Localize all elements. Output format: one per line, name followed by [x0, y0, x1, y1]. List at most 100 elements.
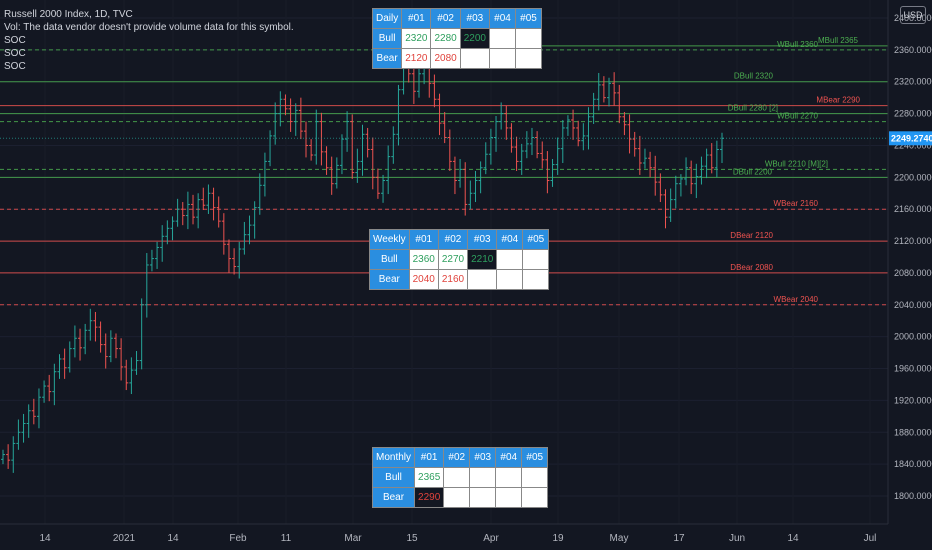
level-label: MBull 2365 — [818, 36, 859, 45]
col-header: #02 — [430, 8, 461, 29]
price-bar — [196, 193, 201, 229]
price-bar — [658, 173, 663, 203]
price-bar — [201, 187, 206, 210]
price-bar — [52, 363, 57, 406]
daily-levels-table: Daily #01 #02 #03 #04 #05 Bull 2320 2280… — [371, 8, 542, 69]
price-bar — [673, 175, 678, 209]
price-bar — [160, 225, 165, 262]
price-bar — [468, 180, 473, 210]
price-bar — [612, 72, 617, 106]
time-tick-label: Jun — [729, 533, 745, 544]
price-bar — [124, 359, 129, 391]
indicator-label[interactable]: SOC — [4, 48, 26, 59]
price-bar — [432, 74, 437, 108]
chart-title: Russell 2000 Index, 1D, TVC — [4, 9, 133, 20]
price-tick-label: 2400.0000 — [894, 13, 932, 23]
col-header: #01 — [401, 8, 432, 29]
price-bar — [98, 321, 103, 353]
price-tick-label: 1960.0000 — [894, 364, 932, 374]
price-bar — [571, 109, 576, 140]
price-bar — [36, 388, 41, 429]
currency-label[interactable]: USD — [900, 6, 926, 24]
bear-cell — [496, 269, 524, 290]
bull-cell — [443, 467, 471, 488]
price-bar — [67, 341, 72, 373]
col-header: #01 — [408, 229, 439, 250]
time-tick-label: Mar — [344, 533, 362, 544]
price-bar — [627, 114, 632, 154]
bear-cell: 2160 — [437, 269, 469, 290]
price-bar — [324, 146, 329, 175]
price-bar — [545, 151, 550, 194]
level-label: DBear 2080 — [730, 263, 773, 272]
price-tick-label: 2120.0000 — [894, 236, 932, 246]
price-bar — [257, 173, 262, 215]
col-header: #05 — [514, 8, 542, 29]
price-bar — [488, 128, 493, 165]
price-bar — [519, 143, 524, 175]
bear-cell: 2290 — [414, 487, 445, 508]
price-bar — [709, 143, 714, 174]
price-bar — [221, 213, 226, 255]
price-bar — [540, 141, 545, 169]
level-label: DBull 2280 [2] — [728, 104, 778, 113]
bull-cell — [488, 28, 516, 49]
volume-note: Vol: The data vendor doesn't provide vol… — [4, 22, 294, 33]
price-bar — [42, 380, 47, 403]
col-header: #04 — [488, 8, 516, 29]
price-bar — [83, 323, 88, 355]
bear-cell — [522, 269, 550, 290]
price-bar — [416, 64, 421, 98]
level-label: DBear 2120 — [730, 231, 773, 240]
bull-cell: 2210 — [467, 249, 498, 270]
price-bar — [694, 163, 699, 199]
price-bar — [129, 357, 134, 395]
bull-cell — [522, 249, 550, 270]
time-tick-label: May — [610, 533, 629, 544]
price-bar — [31, 398, 36, 425]
price-bar — [232, 248, 237, 275]
col-header: #03 — [467, 229, 498, 250]
price-bar — [596, 72, 601, 111]
price-bar — [113, 333, 118, 359]
price-bar — [591, 92, 596, 124]
price-tick-label: 1800.0000 — [894, 491, 932, 501]
indicator-label[interactable]: SOC — [4, 35, 26, 46]
bear-cell: 2040 — [408, 269, 439, 290]
price-bar — [355, 148, 360, 183]
time-tick-label: 15 — [406, 533, 418, 544]
time-tick-label: 14 — [39, 533, 51, 544]
indicator-label[interactable]: SOC — [4, 61, 26, 72]
price-bar — [576, 120, 581, 147]
price-bar — [386, 145, 391, 195]
row-label: Bear — [369, 269, 410, 290]
last-price-label: 2249.2740 — [891, 133, 932, 143]
price-bar — [1, 449, 5, 465]
price-bar — [365, 127, 370, 158]
level-label: WBull 2270 — [777, 112, 818, 121]
price-bar — [93, 311, 98, 342]
price-bar — [170, 216, 175, 241]
col-header: #02 — [437, 229, 469, 250]
price-bar — [622, 112, 627, 136]
price-tick-label: 1880.0000 — [894, 427, 932, 437]
price-tick-label: 2320.0000 — [894, 77, 932, 87]
price-bar — [180, 202, 185, 226]
price-bar — [144, 253, 149, 318]
price-bar — [350, 114, 355, 179]
price-bar — [134, 351, 139, 375]
price-bar — [185, 191, 190, 230]
price-bar — [535, 131, 540, 159]
bull-cell: 2360 — [408, 249, 439, 270]
bull-cell: 2365 — [414, 467, 445, 488]
bear-cell: 2120 — [401, 48, 432, 69]
time-tick-label: 14 — [167, 533, 179, 544]
price-bar — [334, 157, 339, 189]
price-bar — [699, 156, 704, 185]
price-bar — [678, 174, 683, 197]
price-bar — [247, 215, 252, 245]
price-bar — [714, 140, 719, 178]
price-bar — [314, 109, 319, 165]
price-tick-label: 2200.0000 — [894, 172, 932, 182]
